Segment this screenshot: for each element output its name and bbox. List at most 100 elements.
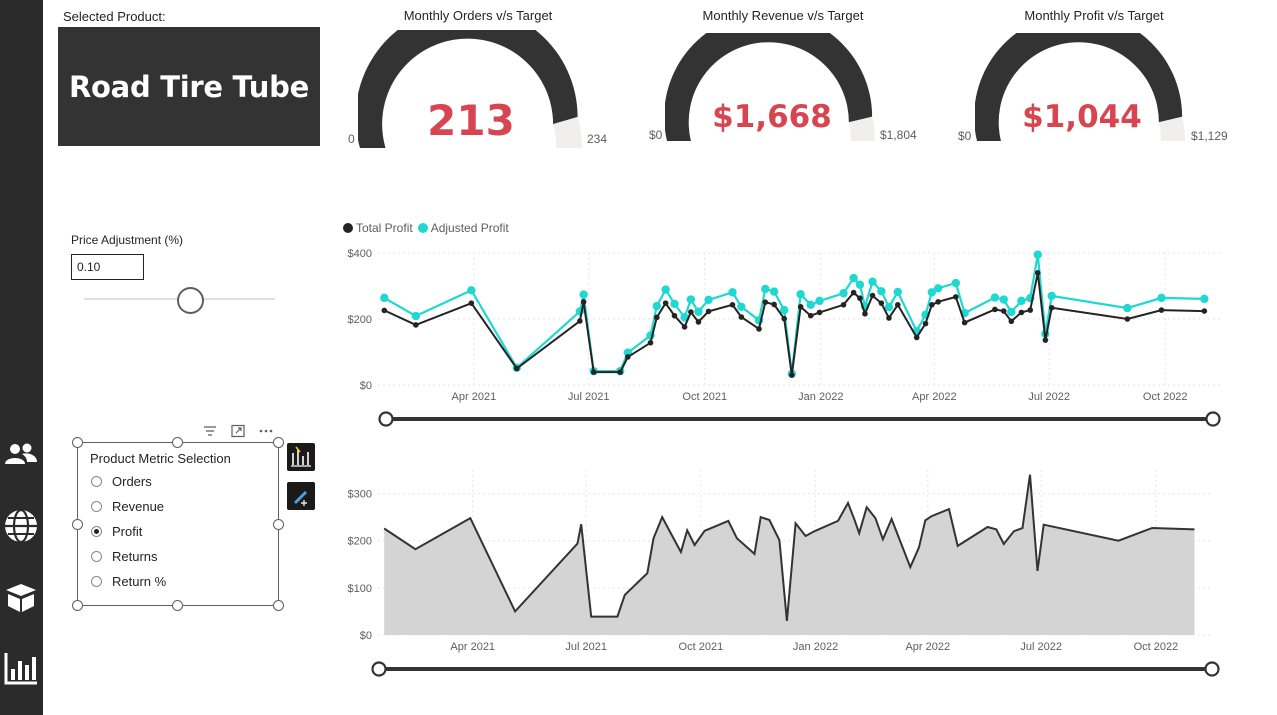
gauge-orders-title: Monthly Orders v/s Target (403, 8, 553, 23)
total-profit-point (1018, 309, 1025, 316)
adjusted-profit-point (1123, 303, 1132, 313)
resize-handle[interactable] (172, 600, 183, 611)
total-profit-point (1027, 307, 1034, 313)
adjusted-profit-point (694, 307, 703, 316)
radio-profit[interactable] (91, 526, 102, 537)
more-options-icon[interactable] (258, 424, 274, 438)
total-profit-point (624, 354, 631, 360)
total-profit-point (580, 299, 587, 305)
users-icon[interactable] (2, 436, 40, 474)
total-profit-point (590, 369, 597, 375)
x-tick-label: Apr 2021 (450, 641, 495, 653)
adjusted-profit-point (884, 302, 894, 312)
total-profit-point (762, 299, 769, 305)
metric-option-label: Returns (112, 549, 158, 564)
adjusted-profit-point (999, 295, 1008, 304)
radio-returns[interactable] (91, 551, 102, 562)
box-icon[interactable] (2, 578, 40, 616)
gauge-profit-value: $1,044 (1022, 99, 1142, 135)
adjusted-profit-point (1007, 307, 1016, 317)
resize-handle[interactable] (273, 600, 284, 611)
total-profit-point (468, 300, 475, 306)
zoom-slider-start-handle[interactable] (378, 411, 394, 427)
zoom-slider-end-handle[interactable] (1204, 661, 1220, 677)
gauge-profit (975, 33, 1185, 141)
total-profit-point (705, 308, 712, 315)
adjusted-profit-point (380, 293, 389, 303)
radio-return-pct[interactable] (91, 576, 102, 587)
x-tick-label: Jan 2022 (793, 641, 838, 653)
metric-option-orders[interactable]: Orders (91, 474, 152, 489)
adjusted-profit-point (680, 313, 689, 322)
profit-area-chart: $0 $100 $200 $300 Apr 2021 Jul 2021 Oct 2021 Ja… (348, 470, 1220, 677)
total-profit-point (788, 372, 795, 378)
resize-handle[interactable] (273, 519, 284, 530)
total-profit-point (654, 314, 660, 321)
total-profit-point (771, 301, 777, 308)
gauge-revenue-max: $1,804 (880, 128, 917, 142)
metric-option-returns[interactable]: Returns (91, 549, 158, 564)
sidebar (0, 0, 43, 715)
chart-legend: Total Profit Adjusted Profit (343, 221, 509, 235)
x-tick-label: Oct 2022 (1143, 391, 1188, 403)
total-profit-point (992, 306, 998, 313)
zoom-slider-end-handle[interactable] (1205, 411, 1221, 427)
resize-handle[interactable] (72, 437, 83, 448)
adjusted-profit-point (769, 287, 779, 296)
adjusted-profit-point (670, 299, 679, 309)
resize-handle[interactable] (172, 437, 183, 448)
total-profit-point (688, 309, 694, 315)
x-tick-label: Jul 2021 (565, 641, 607, 653)
y-tick-label: $200 (348, 536, 372, 548)
focus-mode-icon[interactable] (230, 424, 246, 438)
radio-orders[interactable] (91, 476, 102, 487)
y-tick-label: $100 (348, 583, 372, 595)
radio-revenue[interactable] (91, 501, 102, 512)
total-profit-point (756, 326, 762, 332)
metric-option-revenue[interactable]: Revenue (91, 499, 164, 514)
total-profit-line (383, 272, 1205, 376)
x-tick-label: Apr 2021 (452, 391, 497, 403)
adjusted-profit-point (868, 277, 877, 286)
adjusted-profit-point (686, 295, 696, 304)
gauge-remaining-arc (848, 116, 875, 141)
y-tick-label: $400 (348, 248, 372, 260)
total-profit-point (1124, 316, 1131, 322)
resize-handle[interactable] (72, 519, 83, 530)
bar-chart-icon[interactable] (2, 649, 40, 687)
adjusted-profit-point (467, 286, 476, 295)
gauge-orders (358, 30, 582, 148)
metric-option-return-pct[interactable]: Return % (91, 574, 166, 589)
format-visual-button[interactable] (287, 482, 315, 510)
total-profit-point (840, 302, 847, 308)
zoom-slider-start-handle[interactable] (371, 661, 387, 677)
total-profit-point (929, 302, 935, 308)
total-profit-point (681, 324, 688, 330)
price-adjustment-input[interactable] (71, 254, 144, 280)
price-slider-thumb[interactable] (177, 287, 204, 314)
adjusted-profit-point (661, 285, 670, 294)
profit-line-chart: $0 $200 $400 Apr 2021 Jul 2021 Oct 2021 Jan 20… (348, 248, 1222, 427)
total-profit-point (894, 302, 901, 308)
filter-icon[interactable] (202, 424, 218, 438)
total-profit-point (662, 300, 669, 306)
adjusted-profit-point (1033, 250, 1043, 259)
adjusted-profit-point (579, 290, 588, 299)
total-profit-point (961, 319, 968, 326)
y-tick-label: $0 (360, 380, 372, 392)
legend-marker-adjusted-profit (417, 223, 428, 233)
gauge-profit-min: $0 (958, 129, 972, 143)
build-visual-button[interactable] (287, 443, 315, 471)
adjusted-profit-point (1047, 291, 1056, 301)
x-tick-label: Apr 2022 (905, 641, 950, 653)
total-profit-point (1042, 337, 1049, 343)
metric-option-profit[interactable]: Profit (91, 524, 142, 539)
adjusted-profit-point (1200, 294, 1209, 304)
x-tick-label: Oct 2021 (679, 641, 724, 653)
globe-icon[interactable] (2, 507, 40, 545)
adjusted-profit-point (806, 300, 815, 310)
gauge-fill-arc (975, 33, 1183, 141)
gauge-profit-title: Monthly Profit v/s Target (1024, 8, 1164, 23)
resize-handle[interactable] (273, 437, 284, 448)
resize-handle[interactable] (72, 600, 83, 611)
